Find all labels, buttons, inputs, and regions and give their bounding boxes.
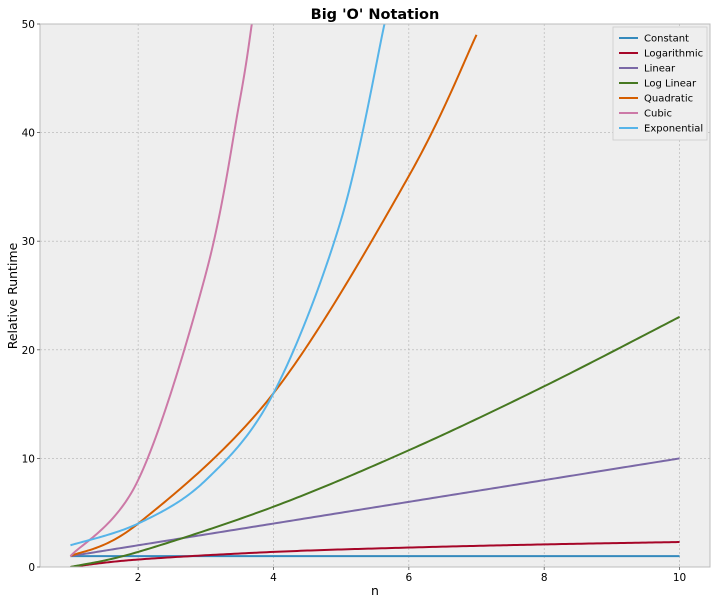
x-tick-label: 6 [405,572,412,584]
y-tick-label: 10 [22,453,35,465]
legend-entry: Cubic [644,109,672,120]
legend-entry: Log Linear [644,79,697,90]
x-tick-label: 2 [135,572,142,584]
series-line-cubic [69,24,253,557]
y-axis-label: Relative Runtime [5,242,20,349]
y-tick-label: 40 [22,128,35,140]
chart-title: Big 'O' Notation [311,7,440,23]
x-axis-ticks: 2 4 6 8 10 [135,567,686,584]
y-tick-label: 20 [22,345,35,357]
legend-entry: Linear [644,64,676,75]
grid [40,23,710,568]
x-axis-label: n [371,583,379,598]
series-line-logarithmic [70,541,680,567]
plot-area [40,24,710,567]
plot-frame [39,23,711,568]
y-tick-label: 30 [22,236,35,248]
legend-entry: Exponential [644,124,703,135]
series-layer [69,24,681,567]
series-line-linear [70,457,680,558]
series-line-log-linear [70,316,681,567]
y-tick-label: 0 [28,562,35,574]
legend-entry: Quadratic [644,94,693,105]
x-tick-label: 10 [673,572,686,584]
series-line-exponential [70,24,386,547]
y-tick-label: 50 [22,19,35,31]
y-axis-ticks: 0 10 20 30 40 50 [22,19,40,574]
legend-entry: Constant [644,34,689,45]
x-tick-label: 8 [541,572,548,584]
x-tick-label: 4 [270,572,277,584]
legend-entry: Logarithmic [644,49,703,60]
legend: Constant Logarithmic Linear Log Linear Quadr… [612,26,708,141]
